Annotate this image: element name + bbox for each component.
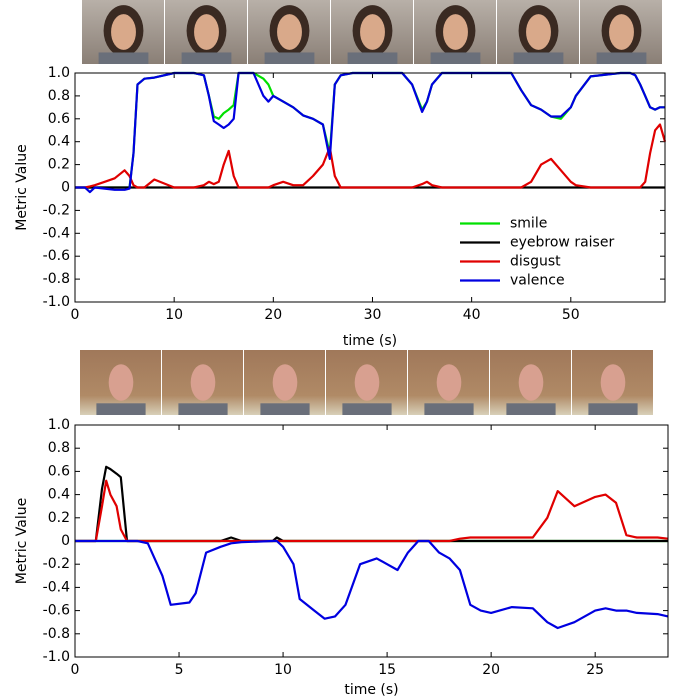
legend-label: smile	[510, 216, 547, 232]
x-tick-label: 25	[586, 662, 604, 678]
series-line	[75, 71, 665, 194]
y-tick-label: 0.8	[48, 88, 70, 104]
face	[436, 364, 462, 401]
legend-label: disgust	[510, 254, 561, 270]
shoulders	[178, 403, 228, 415]
x-tick-label: 50	[562, 307, 580, 323]
face-strip	[82, 0, 662, 64]
y-tick-label: 0.4	[48, 134, 70, 150]
y-tick-label: -0.8	[43, 271, 70, 287]
x-tick-label: 10	[274, 662, 292, 678]
y-axis-label: Metric Value	[14, 498, 30, 584]
legend-label: valence	[510, 273, 565, 289]
axes-frame	[74, 72, 666, 303]
face-strip	[80, 350, 653, 415]
face	[600, 364, 626, 401]
face	[443, 14, 468, 50]
x-tick-label: 30	[364, 307, 382, 323]
face	[609, 14, 634, 50]
y-tick-label: 0	[61, 180, 70, 196]
x-axis-label: time (s)	[343, 333, 397, 349]
shoulders	[424, 403, 474, 415]
x-tick-label: 10	[165, 307, 183, 323]
face	[518, 364, 544, 401]
y-tick-label: 0.6	[48, 111, 70, 127]
y-tick-label: -0.6	[43, 603, 70, 619]
y-tick-label: 0.2	[48, 510, 70, 526]
x-tick-label: 5	[175, 662, 184, 678]
shoulders	[588, 403, 638, 415]
y-tick-label: 0.6	[48, 463, 70, 479]
y-tick-label: 0.8	[48, 440, 70, 456]
y-tick-label: 1.0	[48, 65, 70, 81]
face	[108, 364, 134, 401]
y-tick-label: -1.0	[43, 649, 70, 665]
shoulders	[596, 52, 647, 64]
y-tick-label: -0.6	[43, 248, 70, 264]
shoulders	[513, 52, 564, 64]
y-tick-label: 0.2	[48, 157, 70, 173]
x-tick-label: 40	[463, 307, 481, 323]
face	[354, 364, 380, 401]
series-line	[75, 479, 669, 543]
x-tick-label: 20	[482, 662, 500, 678]
shoulders	[430, 52, 481, 64]
shoulders	[342, 403, 392, 415]
x-tick-label: 0	[71, 662, 80, 678]
legend-label: eyebrow raiser	[510, 235, 614, 251]
x-tick-label: 0	[71, 307, 80, 323]
axes-frame	[74, 424, 669, 658]
shoulders	[98, 52, 149, 64]
face	[190, 364, 216, 401]
shoulders	[506, 403, 556, 415]
y-tick-label: -0.4	[43, 225, 70, 241]
face	[360, 14, 385, 50]
y-axis-label: Metric Value	[14, 144, 30, 230]
y-tick-label: -0.4	[43, 579, 70, 595]
shoulders	[96, 403, 146, 415]
face	[111, 14, 136, 50]
y-tick-label: 0.4	[48, 487, 70, 503]
shoulders	[181, 52, 232, 64]
x-axis-label: time (s)	[344, 682, 398, 698]
y-tick-label: -0.8	[43, 626, 70, 642]
shoulders	[260, 403, 310, 415]
series-line	[75, 123, 667, 189]
y-tick-label: 0	[61, 533, 70, 549]
face	[194, 14, 219, 50]
face	[526, 14, 551, 50]
y-tick-label: -0.2	[43, 202, 70, 218]
x-tick-label: 15	[378, 662, 396, 678]
shoulders	[347, 52, 398, 64]
y-tick-label: -1.0	[43, 294, 70, 310]
y-tick-label: 1.0	[48, 417, 70, 433]
shoulders	[264, 52, 315, 64]
x-tick-label: 20	[264, 307, 282, 323]
series-line	[75, 539, 669, 630]
face	[272, 364, 298, 401]
y-tick-label: -0.2	[43, 556, 70, 572]
face	[277, 14, 302, 50]
